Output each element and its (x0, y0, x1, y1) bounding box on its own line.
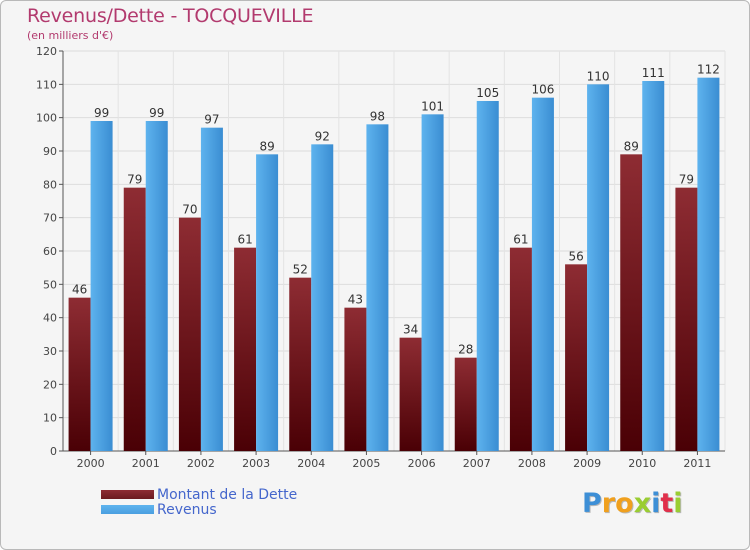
bar-debt (344, 307, 367, 451)
bar-debt (399, 337, 422, 451)
bar-revenus (256, 154, 279, 452)
x-tick-label: 2007 (463, 457, 491, 470)
x-tick-label: 2010 (628, 457, 656, 470)
legend-item-revenus: Revenus (101, 501, 297, 518)
logo-letter: P (582, 488, 602, 519)
y-tick-label: 30 (43, 345, 57, 358)
bar-debt (123, 187, 146, 451)
data-label-debt: 56 (568, 249, 583, 263)
logo-letter: t (660, 488, 674, 519)
y-tick-label: 20 (43, 378, 57, 391)
bar-revenus (697, 77, 720, 452)
data-label-revenus: 99 (149, 106, 164, 120)
data-label-revenus: 105 (476, 86, 499, 100)
bar-debt (620, 154, 643, 452)
data-label-revenus: 99 (94, 106, 109, 120)
logo-letter: r (601, 488, 616, 519)
x-tick-label: 2009 (573, 457, 601, 470)
data-label-debt: 61 (237, 233, 252, 247)
bar-revenus (311, 144, 334, 452)
data-label-debt: 89 (624, 139, 639, 153)
logo-letter: o (615, 488, 634, 519)
grid-lines (62, 50, 726, 452)
data-label-debt: 61 (513, 233, 528, 247)
x-tick-label: 2006 (408, 457, 436, 470)
bar-revenus (200, 127, 223, 452)
legend-label-debt: Montant de la Dette (157, 486, 298, 503)
y-tick-label: 70 (43, 212, 57, 225)
data-label-debt: 52 (293, 263, 308, 277)
bar-revenus (476, 101, 499, 451)
logo-letter: x (633, 488, 652, 519)
data-label-revenus: 101 (421, 99, 444, 113)
bar-revenus (587, 84, 610, 451)
bar-revenus (421, 114, 444, 451)
x-tick-label: 2001 (132, 457, 160, 470)
data-labels: 46 99 79 99 70 97 61 89 52 92 43 98 34 101 28 105 61 106 5… (72, 63, 720, 357)
data-label-debt: 70 (182, 203, 197, 217)
y-tick-label: 80 (43, 178, 57, 191)
data-label-revenus: 110 (587, 69, 610, 83)
bar-debt (454, 357, 477, 451)
legend-swatch-revenus (101, 505, 154, 514)
chart-title: Revenus/Dette - TOCQUEVILLE (27, 5, 314, 27)
y-tick-label: 40 (43, 312, 57, 325)
bar-debt (234, 247, 257, 451)
axes: 0 10 20 30 40 50 60 70 80 90 100 110 120 2000 2001 2002… (36, 45, 725, 470)
x-tick-label: 2005 (352, 457, 380, 470)
x-tick-label: 2004 (297, 457, 325, 470)
data-label-revenus: 92 (315, 129, 330, 143)
bar-debt (675, 187, 698, 451)
y-tick-label: 60 (43, 245, 57, 258)
legend: Montant de la Dette Revenus (101, 486, 298, 518)
y-tick-label: 10 (43, 412, 57, 425)
legend-label-revenus: Revenus (157, 501, 217, 518)
bar-revenus (90, 121, 113, 451)
x-tick-label: 2003 (242, 457, 270, 470)
logo-letter: i (651, 488, 661, 519)
x-tick-label: 2002 (187, 457, 215, 470)
data-label-debt: 79 (127, 173, 142, 187)
y-tick-label: 100 (36, 112, 57, 125)
x-tick-label: 2000 (77, 457, 105, 470)
data-label-debt: 79 (679, 173, 694, 187)
bar-debt (68, 297, 91, 451)
proxiti-logo: Proxiti (582, 488, 683, 519)
bars (68, 77, 720, 452)
x-tick-label: 2008 (518, 457, 546, 470)
logo-letter: i (673, 488, 683, 519)
y-tick-label: 90 (43, 145, 57, 158)
bar-debt (565, 264, 588, 451)
bar-debt (289, 277, 312, 451)
bar-revenus (642, 81, 665, 451)
bar-revenus (145, 121, 168, 451)
data-label-revenus: 106 (531, 83, 554, 97)
data-label-revenus: 112 (697, 63, 720, 77)
data-label-revenus: 98 (370, 109, 385, 123)
data-label-debt: 43 (348, 293, 363, 307)
data-label-revenus: 89 (259, 139, 274, 153)
data-label-revenus: 111 (642, 66, 665, 80)
data-label-debt: 28 (458, 343, 473, 357)
chart-subtitle: (en milliers d'€) (27, 29, 114, 42)
y-tick-label: 50 (43, 278, 57, 291)
x-tick-label: 2011 (683, 457, 711, 470)
bar-debt (509, 247, 532, 451)
data-label-debt: 34 (403, 323, 418, 337)
bar-revenus (531, 97, 554, 452)
data-label-debt: 46 (72, 283, 87, 297)
y-tick-label: 120 (36, 45, 57, 58)
bar-debt (178, 217, 201, 451)
bar-revenus (366, 124, 389, 451)
y-tick-label: 0 (50, 445, 57, 458)
y-tick-label: 110 (36, 78, 57, 91)
data-label-revenus: 97 (204, 113, 219, 127)
legend-item-debt: Montant de la Dette (101, 486, 298, 503)
legend-swatch-debt (101, 490, 154, 499)
